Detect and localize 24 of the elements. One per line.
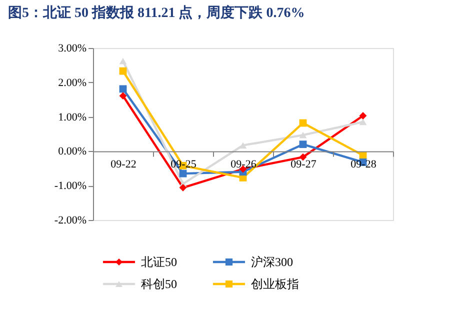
legend-label: 科创50 — [141, 277, 177, 291]
legend-label: 北证50 — [141, 255, 177, 269]
legend-label: 沪深300 — [251, 255, 293, 269]
y-tick-label: 1.00% — [58, 111, 86, 124]
y-tick-label: -1.00% — [54, 180, 86, 192]
point — [239, 142, 247, 149]
point — [299, 140, 307, 148]
point — [179, 170, 187, 178]
legend-label: 创业板指 — [251, 277, 299, 291]
x-tick-label: 09-28 — [350, 158, 377, 171]
point — [299, 132, 307, 138]
x-tick-label: 09-22 — [110, 158, 136, 171]
point — [119, 67, 127, 75]
x-tick-label: 09-27 — [290, 158, 317, 171]
point — [119, 85, 127, 93]
point — [119, 92, 127, 100]
point — [119, 58, 127, 64]
y-tick-label: 3.00% — [58, 42, 86, 54]
y-tick-label: 2.00% — [58, 76, 86, 89]
point — [179, 184, 187, 192]
y-tick-label: -2.00% — [54, 214, 86, 226]
point — [359, 118, 367, 126]
chart-title: 图5：北证 50 指数报 811.21 点，周度下跌 0.76% — [8, 4, 305, 21]
y-tick-label: 0.00% — [58, 146, 86, 158]
